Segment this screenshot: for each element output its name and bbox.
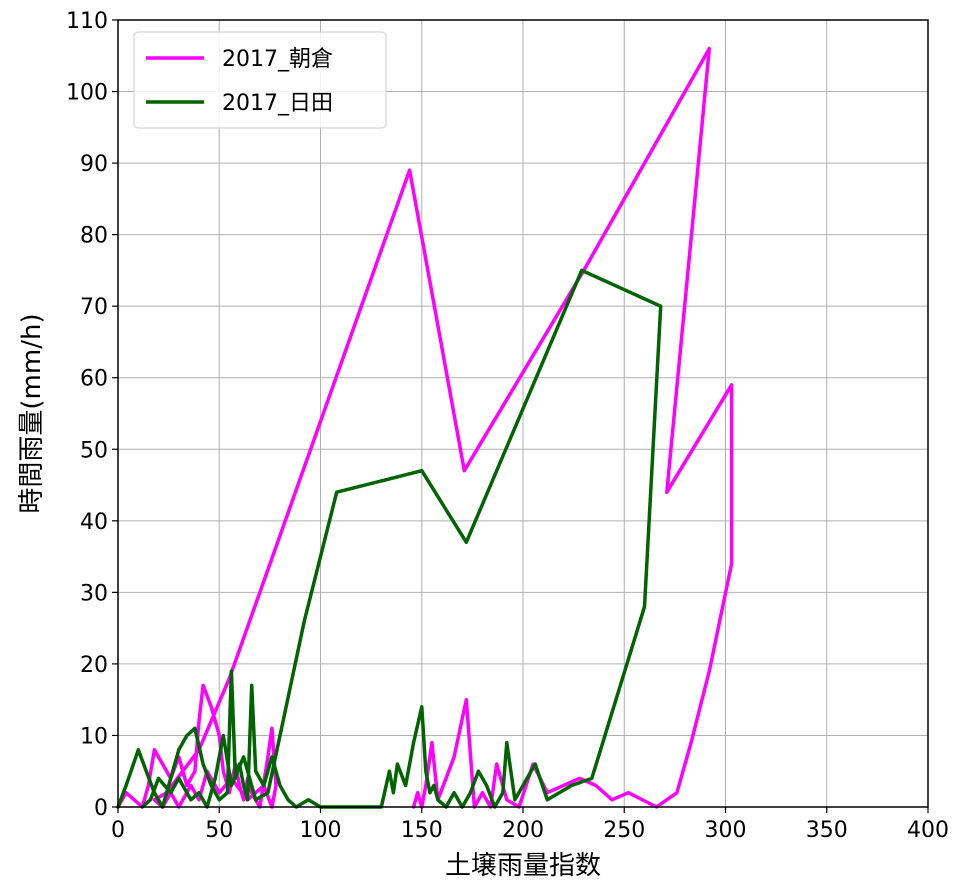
- x-tick-label: 50: [205, 818, 233, 843]
- series-line-asakura: [116, 46, 734, 809]
- legend-box: [133, 31, 387, 129]
- y-tick-label: 20: [80, 653, 108, 678]
- x-axis-label: 土壌雨量指数: [445, 851, 601, 881]
- x-tick-label: 200: [502, 818, 544, 843]
- x-tick-label: 350: [806, 818, 848, 843]
- x-tick-label: 400: [907, 818, 949, 843]
- legend-label-hita: 2017_日田: [222, 91, 333, 116]
- series-line-hita: [116, 268, 663, 809]
- y-tick-label: 110: [66, 9, 108, 34]
- y-axis-label: 時間雨量(mm/h): [17, 313, 47, 513]
- legend-label-asakura: 2017_朝倉: [222, 47, 333, 72]
- x-tick-label: 100: [300, 818, 342, 843]
- legend: 2017_朝倉 2017_日田: [133, 31, 387, 129]
- y-tick-label: 60: [80, 367, 108, 392]
- x-tick-label: 250: [603, 818, 645, 843]
- y-tick-label: 30: [80, 581, 108, 606]
- y-tick-label: 100: [66, 81, 108, 106]
- y-tick-label: 0: [94, 796, 108, 821]
- y-tick-label: 50: [80, 438, 108, 463]
- x-tick-label: 150: [401, 818, 443, 843]
- y-tick-label: 40: [80, 510, 108, 535]
- x-tick-label: 300: [705, 818, 747, 843]
- ticks: 0 50 100 150 200 250 300 350 400 0 10 20 30 40 50 60 70 8…: [66, 9, 949, 843]
- series-lines: [116, 46, 734, 809]
- y-tick-label: 90: [80, 152, 108, 177]
- y-tick-label: 70: [80, 295, 108, 320]
- grid: [117, 19, 929, 808]
- y-tick-label: 10: [80, 724, 108, 749]
- x-tick-label: 0: [111, 818, 125, 843]
- y-tick-label: 80: [80, 224, 108, 249]
